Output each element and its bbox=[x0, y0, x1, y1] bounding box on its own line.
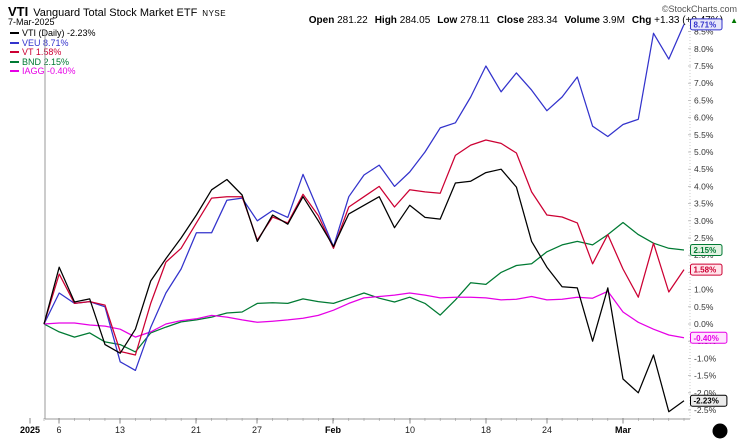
y-axis-label: 7.5% bbox=[694, 61, 714, 71]
exchange-label: NYSE bbox=[202, 9, 227, 18]
end-value-badge-VT bbox=[690, 263, 723, 276]
y-axis-label: 0.0% bbox=[694, 319, 714, 329]
end-value-label-VEU: 8.71% bbox=[694, 20, 717, 29]
quote-value-volume: 3.9M bbox=[602, 15, 625, 26]
quote-label-volume: Volume bbox=[564, 15, 603, 26]
y-axis-label: 5.5% bbox=[694, 130, 714, 140]
series-line-IAGG bbox=[43, 290, 685, 339]
end-value-badge-BND bbox=[690, 244, 723, 257]
quote-value-high: 284.05 bbox=[399, 15, 431, 26]
end-value-label-VT: 1.58% bbox=[694, 266, 717, 275]
y-axis-label: 4.5% bbox=[694, 164, 714, 174]
y-axis-label: 6.5% bbox=[694, 95, 714, 105]
x-axis-label-10: 10 bbox=[405, 425, 415, 435]
y-axis-label: 3.5% bbox=[694, 199, 714, 209]
y-axis-label: 0.5% bbox=[694, 302, 714, 312]
y-axis-label: 1.0% bbox=[694, 285, 714, 295]
ticker-symbol: VTI bbox=[8, 4, 29, 19]
chart-date: 7-Mar-2025 bbox=[8, 17, 55, 27]
series-line-VEU bbox=[43, 24, 685, 372]
y-axis-label: -1.5% bbox=[694, 371, 717, 381]
stockcharts-credit: ©StockCharts.com bbox=[661, 4, 737, 14]
y-axis-label: 4.0% bbox=[694, 181, 714, 191]
x-axis-label-Mar: Mar bbox=[615, 425, 632, 435]
y-axis-label: 8.0% bbox=[694, 44, 714, 54]
quote-value-close: 283.34 bbox=[526, 15, 558, 26]
legend-swatch-icon bbox=[10, 60, 19, 63]
legend-swatch-icon bbox=[10, 32, 19, 34]
change-up-arrow-icon: ▲ bbox=[730, 16, 738, 25]
quote-value-open: 281.22 bbox=[337, 15, 368, 26]
legend-swatch-icon bbox=[10, 70, 19, 72]
legend-item-3: BND 2.15% bbox=[10, 57, 96, 68]
series-line-BND bbox=[43, 221, 685, 353]
x-axis-label-2025: 2025 bbox=[20, 425, 40, 435]
x-axis-label-21: 21 bbox=[191, 425, 201, 435]
y-axis-label: 5.0% bbox=[694, 147, 714, 157]
quote-label-close: Close bbox=[496, 15, 527, 26]
x-axis-label-6: 6 bbox=[56, 425, 61, 435]
legend-item-2: VT 1.58% bbox=[10, 47, 96, 58]
y-axis-label: 8.5% bbox=[694, 27, 714, 37]
legend-swatch-icon bbox=[10, 41, 19, 44]
y-axis-label: -2.0% bbox=[694, 388, 717, 398]
legend-item-0: VTI (Daily) -2.23% bbox=[10, 28, 96, 39]
y-axis-label: 7.0% bbox=[694, 78, 714, 88]
end-value-label-IAGG: -0.40% bbox=[694, 334, 719, 343]
legend-item-4: IAGG -0.40% bbox=[10, 66, 96, 77]
end-value-label-BND: 2.15% bbox=[694, 246, 717, 255]
x-axis-label-24: 24 bbox=[542, 425, 552, 435]
x-axis-label-13: 13 bbox=[115, 425, 125, 435]
x-axis-label-Feb: Feb bbox=[325, 425, 342, 435]
x-axis-label-18: 18 bbox=[481, 425, 491, 435]
ticker-name: Vanguard Total Stock Market ETF bbox=[33, 7, 198, 19]
y-axis-label: 3.0% bbox=[694, 216, 714, 226]
y-axis-label: 6.0% bbox=[694, 113, 714, 123]
quote-label-open: Open bbox=[308, 15, 338, 26]
legend-swatch-icon bbox=[10, 51, 19, 53]
x-axis-label-27: 27 bbox=[252, 425, 262, 435]
series-line-VTI bbox=[43, 168, 685, 413]
ohlc-quote-line: Open 281.22 High 284.05 Low 278.11 Close 28… bbox=[309, 15, 738, 26]
quote-value-low: 278.11 bbox=[460, 15, 490, 26]
quote-label-chg: Chg bbox=[631, 15, 655, 26]
end-value-badge-IAGG bbox=[690, 331, 728, 344]
chart-header: VTI Vanguard Total Stock Market ETF NYSE bbox=[8, 3, 226, 21]
quote-value-chg: +1.33 (+0.47%) bbox=[654, 15, 724, 26]
stockcharts-logo-dot bbox=[712, 423, 728, 439]
y-axis-label: 2.5% bbox=[694, 233, 714, 243]
y-axis-label: -2.5% bbox=[694, 405, 717, 415]
end-value-label-VTI: -2.23% bbox=[694, 397, 719, 406]
series-line-VT bbox=[43, 139, 685, 356]
end-value-badge-VTI bbox=[690, 394, 728, 407]
y-axis-label: -1.0% bbox=[694, 353, 717, 363]
quote-label-high: High bbox=[374, 15, 400, 26]
end-value-badge-VEU bbox=[690, 18, 723, 31]
quote-label-low: Low bbox=[437, 15, 461, 26]
